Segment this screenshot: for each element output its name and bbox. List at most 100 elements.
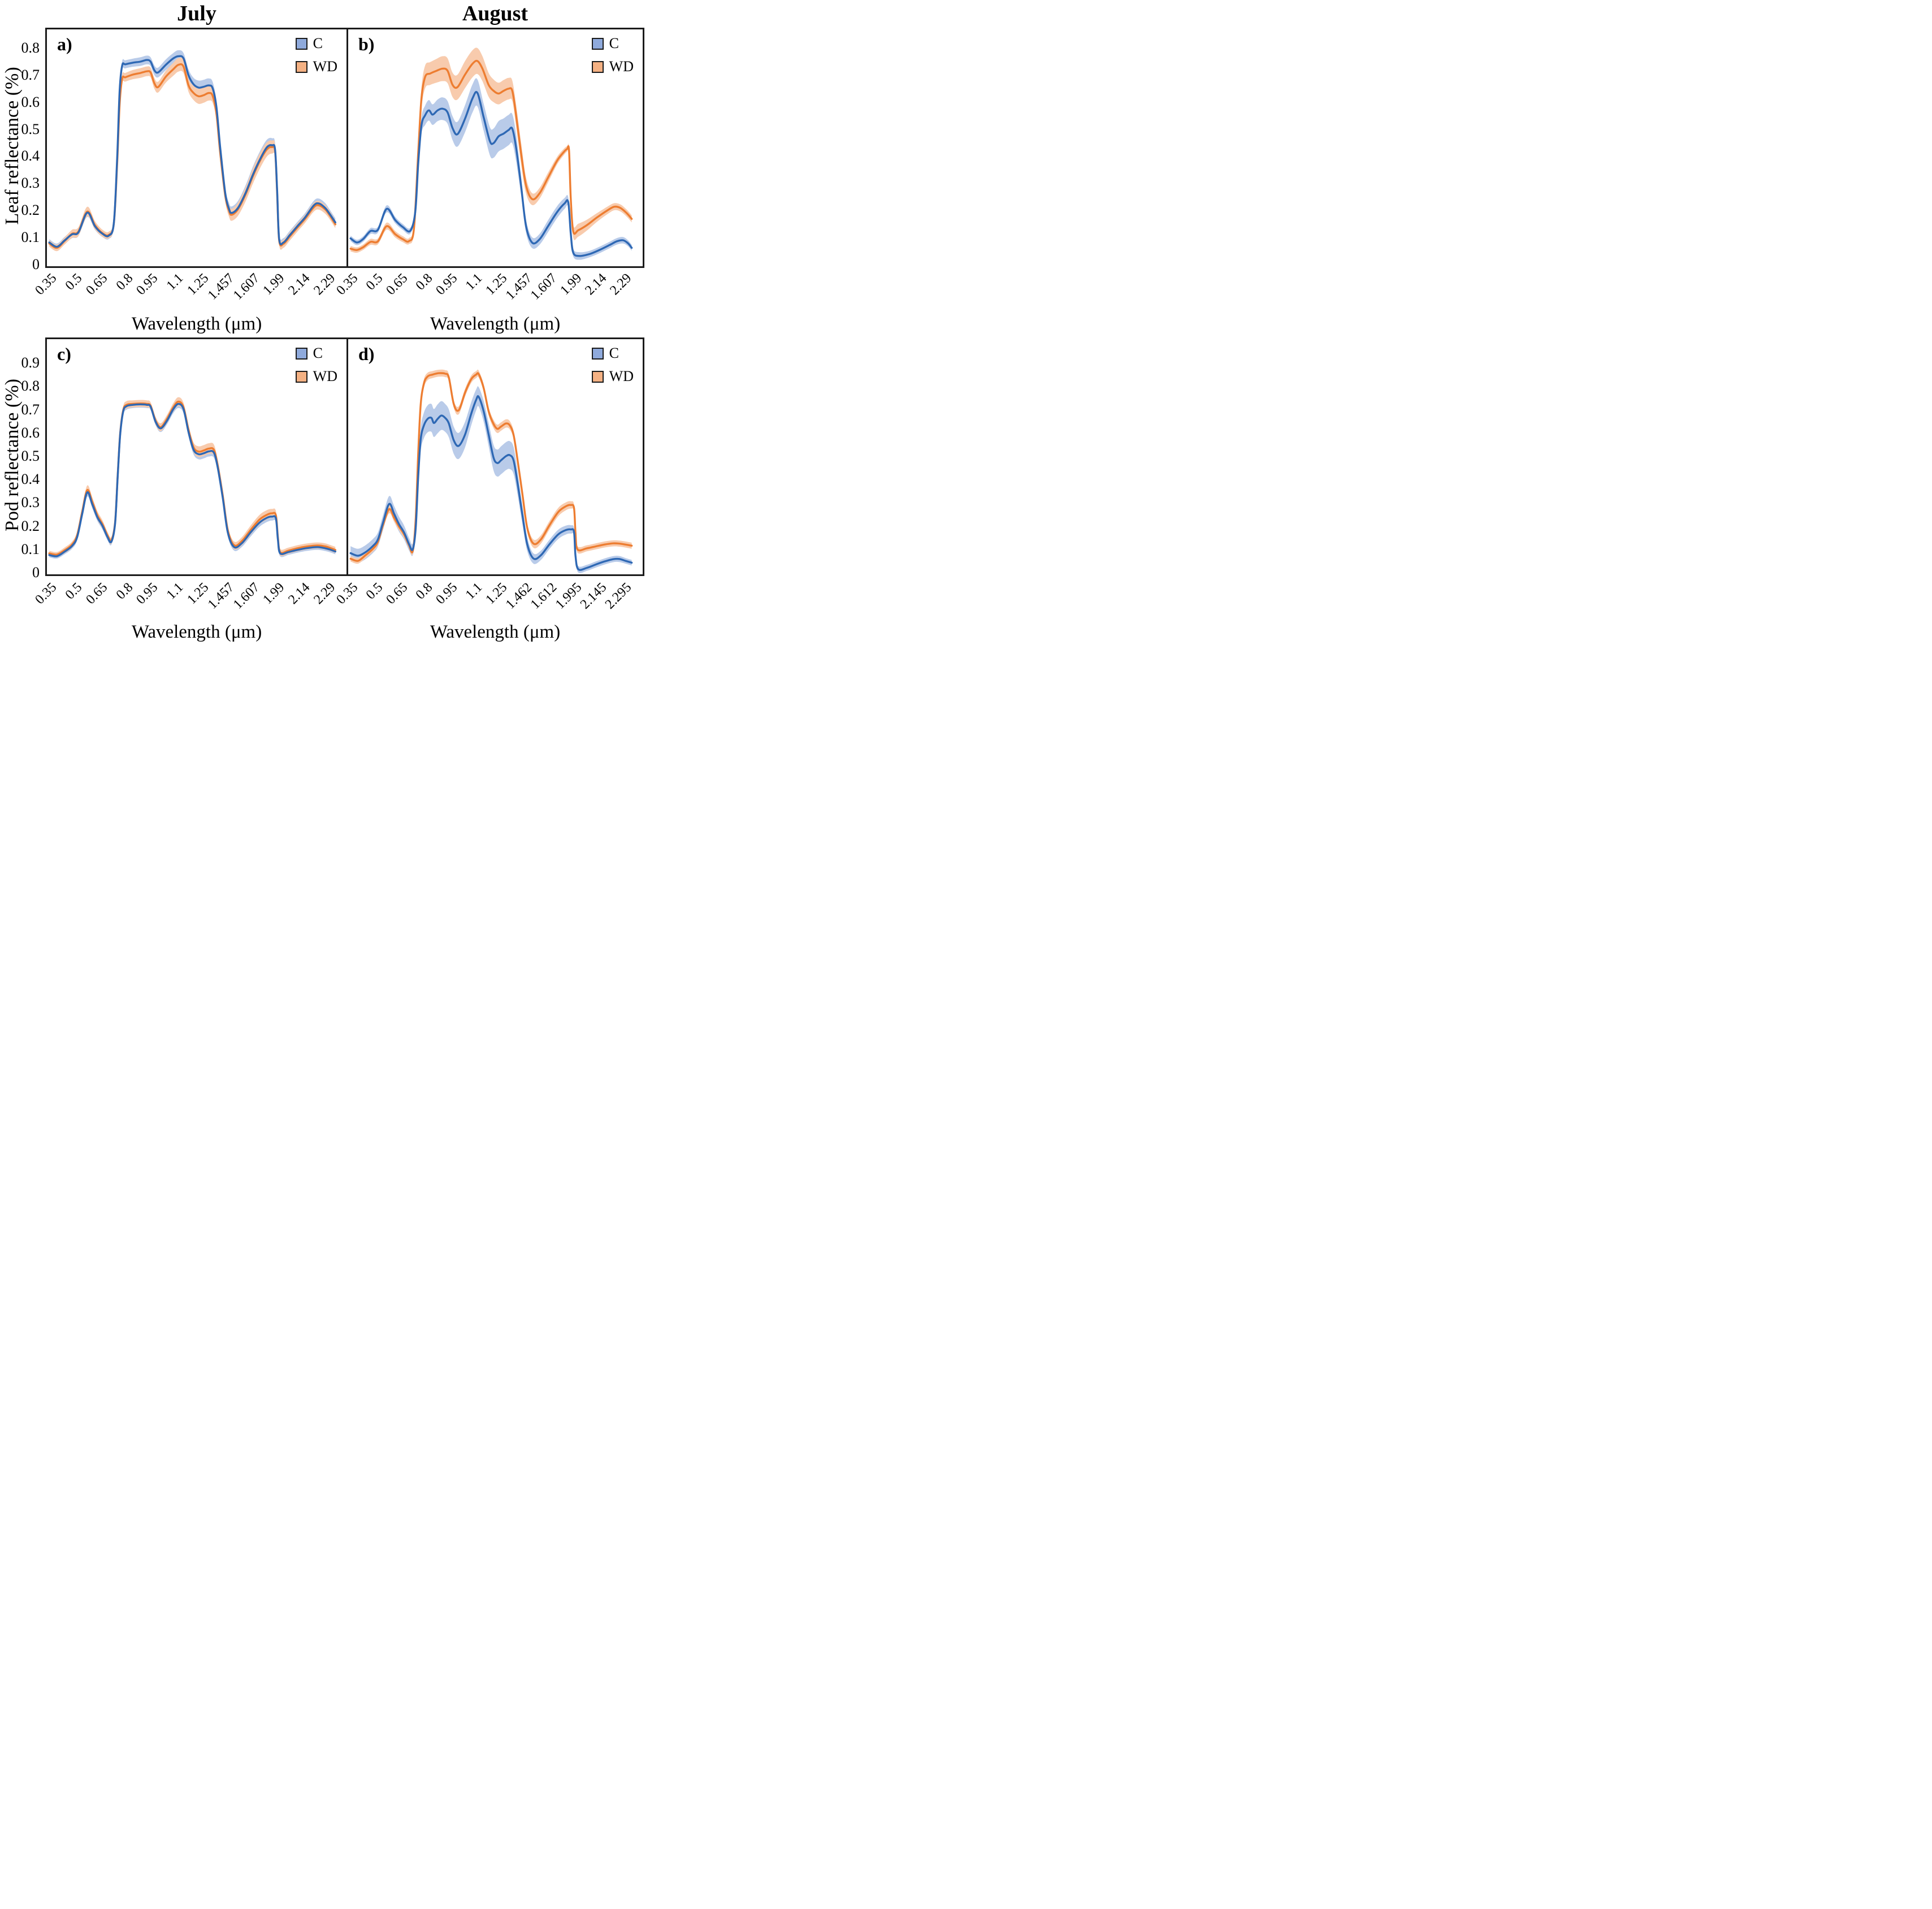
x-tick-label: 2.14 [582,271,610,298]
panel-d-svg [349,369,633,573]
legend-item-wd: WD [591,369,634,384]
legend-swatch-c [591,37,604,50]
x-tick-label: 1.99 [260,580,288,608]
legend-item-wd: WD [591,58,634,75]
x-axis-title-a: Wavelength (μm) [131,314,262,334]
y-ticks-top: 0.8 0.7 0.6 0.5 0.4 0.3 0.2 0.1 0 [0,28,43,272]
panel-divider [346,339,348,574]
panel-c: c) C WD [47,339,346,574]
panel-d: d) C WD [348,339,643,574]
legend-a: C WD [295,36,337,75]
y-tick-label: 0.8 [21,378,40,395]
legend-c: C WD [295,346,337,384]
y-tick-label: 0.3 [21,494,40,511]
x-axis-title-b: Wavelength (μm) [430,314,561,334]
y-tick-label: 0 [32,564,40,581]
y-tick-label: 0.7 [21,401,40,418]
panel-divider [346,29,348,266]
x-tick-label: 1.1 [463,580,486,603]
x-tick-label: 1.1 [163,580,187,603]
legend-item-wd: WD [295,368,337,384]
x-tick-label: 0.8 [113,271,136,293]
legend-label-wd: WD [313,368,337,384]
panel-c-svg [48,397,336,559]
x-tick-label: 0.95 [433,271,461,298]
y-tick-label: 0.1 [21,229,40,246]
panel-a: a) C WD [47,29,346,266]
x-tick-label: 2.14 [285,271,313,298]
x-tick-label: 1.457 [205,580,237,612]
legend-label-c: C [609,345,620,361]
column-title-july: July [177,2,216,25]
x-tick-label: 0.65 [383,580,411,608]
x-tick-label: 0.8 [113,580,136,603]
legend-swatch-wd [295,370,307,383]
x-tick-label: 1.1 [463,271,486,293]
x-tick-label: 2.29 [311,271,339,298]
legend-swatch-c [295,347,307,360]
panel-letter-a: a) [57,34,72,54]
x-tick-label: 2.295 [603,580,635,612]
figure-leaf-pod-reflectance: July August Leaf reflectance (%) Pod ref… [0,0,644,643]
y-ticks-bottom: 0.9 0.8 0.7 0.6 0.5 0.4 0.3 0.2 0.1 0 [0,337,43,581]
y-tick-label: 0 [32,256,40,272]
x-tick-label: 0.8 [413,580,436,603]
x-tick-label: 0.5 [62,271,85,293]
x-tick-label: 0.5 [363,580,386,603]
y-tick-label: 0.3 [21,175,40,192]
x-tick-label: 1.462 [503,580,535,612]
y-tick-label: 0.7 [21,66,40,83]
y-tick-label: 0.8 [21,39,40,56]
panel-b: b) C WD [348,29,643,266]
x-tick-label: 1.612 [528,580,560,612]
x-axis-title-d: Wavelength (μm) [430,622,561,642]
x-tick-label: 0.8 [413,271,436,293]
y-tick-label: 0.4 [21,148,40,165]
x-tick-label: 1.457 [503,271,535,303]
x-tick-label: 1.607 [230,271,262,303]
column-title-august: August [462,2,529,25]
legend-swatch-wd [591,370,604,383]
y-tick-label: 0.5 [21,448,40,465]
panel-letter-c: c) [57,344,71,364]
legend-b: C WD [591,35,634,75]
x-tick-label: 0.65 [83,271,111,298]
plot-row-pod: c) C WD d) C [45,337,644,576]
x-tick-label: 2.29 [311,580,339,608]
legend-item-c: C [591,35,634,51]
y-tick-label: 0.5 [21,120,40,137]
x-ticks-c: 0.35 0.5 0.65 0.8 0.95 1.1 1.25 1.457 1.607 1.99 2… [33,575,346,625]
y-tick-label: 0.2 [21,202,40,219]
legend-swatch-c [295,37,307,50]
panel-letter-b: b) [358,34,375,54]
x-tick-label: 0.95 [133,580,161,608]
y-tick-label: 0.9 [21,354,40,371]
x-tick-label: 0.5 [62,580,85,603]
legend-d: C WD [591,345,634,384]
x-tick-label: 1.457 [205,271,237,303]
legend-label-wd: WD [313,58,337,75]
x-tick-label: 2.14 [285,580,313,608]
x-tick-label: 0.35 [32,271,60,298]
legend-item-c: C [295,36,337,51]
x-tick-label: 0.65 [383,271,411,298]
legend-swatch-wd [591,60,604,73]
y-tick-label: 0.6 [21,424,40,441]
legend-item-c: C [591,345,634,361]
x-tick-label: 0.95 [433,580,461,608]
legend-label-wd: WD [609,58,634,75]
x-tick-label: 0.5 [363,271,386,293]
legend-label-c: C [609,35,620,51]
x-tick-label: 0.95 [133,271,161,298]
x-ticks-d: 0.35 0.5 0.65 0.8 0.95 1.1 1.25 1.462 1.612 1.995… [333,575,643,625]
y-tick-label: 0.6 [21,93,40,110]
plot-row-leaf: a) C WD b) C [45,28,644,268]
x-ticks-b: 0.35 0.5 0.65 0.8 0.95 1.1 1.25 1.457 1.607 1.99 2… [333,266,643,316]
x-axis-title-c: Wavelength (μm) [131,622,262,642]
y-tick-label: 0.2 [21,517,40,534]
x-tick-label: 1.995 [553,580,585,612]
x-tick-label: 0.35 [32,580,60,608]
x-tick-label: 1.1 [163,271,187,293]
legend-item-c: C [295,346,337,361]
panel-a-svg [48,50,336,252]
